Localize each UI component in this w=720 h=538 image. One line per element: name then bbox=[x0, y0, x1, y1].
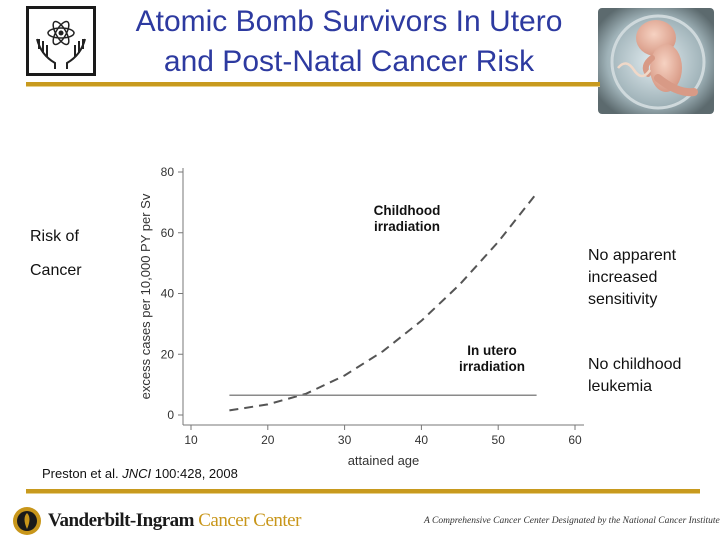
footer-tagline: A Comprehensive Cancer Center Designated… bbox=[424, 516, 720, 526]
hands-atom-logo bbox=[26, 6, 96, 76]
x-axis-title: attained age bbox=[348, 453, 420, 468]
slide-title-line2: and Post-Natal Cancer Risk bbox=[163, 45, 535, 78]
annotation-line: irradiation bbox=[373, 219, 440, 234]
risk-of-label: Risk of bbox=[30, 228, 79, 245]
note-no-leukemia: No childhood leukemia bbox=[588, 354, 681, 398]
note-line: No childhood bbox=[588, 356, 682, 373]
reference-prefix: Preston et al. bbox=[42, 466, 123, 481]
y-tick-label: 80 bbox=[161, 165, 175, 179]
footer-rule bbox=[26, 489, 700, 493]
reference-journal: JNCI bbox=[122, 466, 152, 481]
note-line: sensitivity bbox=[588, 291, 658, 308]
note-line: No apparent bbox=[588, 247, 677, 264]
x-tick-label: 10 bbox=[184, 433, 198, 447]
brand-vanderbilt: Vanderbilt-Ingram bbox=[48, 510, 194, 531]
y-tick-label: 40 bbox=[161, 287, 175, 301]
annotation-line: In utero bbox=[467, 343, 517, 358]
y-tick-label: 20 bbox=[161, 347, 175, 361]
note-line: leukemia bbox=[588, 378, 653, 395]
x-tick-label: 40 bbox=[415, 433, 429, 447]
fetus-in-womb-icon bbox=[598, 8, 714, 114]
note-line: increased bbox=[588, 269, 658, 286]
y-tick-label: 0 bbox=[167, 408, 174, 422]
fetus-photo bbox=[598, 8, 714, 114]
annotation-line: Childhood bbox=[373, 203, 441, 218]
reference-citation: Preston et al. JNCI 100:428, 2008 bbox=[42, 466, 238, 481]
brand-cancer-center: Cancer Center bbox=[193, 510, 301, 531]
cancer-label: Cancer bbox=[30, 262, 82, 279]
annotation-line: irradiation bbox=[458, 359, 525, 374]
footer-rule-highlight bbox=[26, 493, 700, 494]
oak-leaf-seal-icon bbox=[13, 507, 41, 535]
annotation-childhood: Childhood irradiation bbox=[362, 203, 452, 235]
hands-holding-atom-icon bbox=[36, 20, 86, 69]
header-rule bbox=[26, 82, 600, 86]
reference-suffix: 100:428, 2008 bbox=[151, 466, 238, 481]
x-tick-label: 50 bbox=[492, 433, 506, 447]
y-axis-title: excess cases per 10,000 PY per Sv bbox=[138, 193, 153, 399]
slide-title-line1: Atomic Bomb Survivors In Utero bbox=[135, 5, 563, 38]
note-no-sensitivity: No apparent increased sensitivity bbox=[588, 245, 676, 311]
annotation-in-utero: In utero irradiation bbox=[446, 343, 538, 375]
y-tick-label: 60 bbox=[161, 226, 175, 240]
childhood-irradiation-line bbox=[229, 192, 538, 412]
footer-brand: Vanderbilt-Ingram Cancer Center bbox=[48, 510, 301, 532]
header-rule-highlight bbox=[26, 86, 600, 87]
x-tick-label: 30 bbox=[338, 433, 352, 447]
x-tick-label: 20 bbox=[261, 433, 275, 447]
x-tick-label: 60 bbox=[568, 433, 582, 447]
